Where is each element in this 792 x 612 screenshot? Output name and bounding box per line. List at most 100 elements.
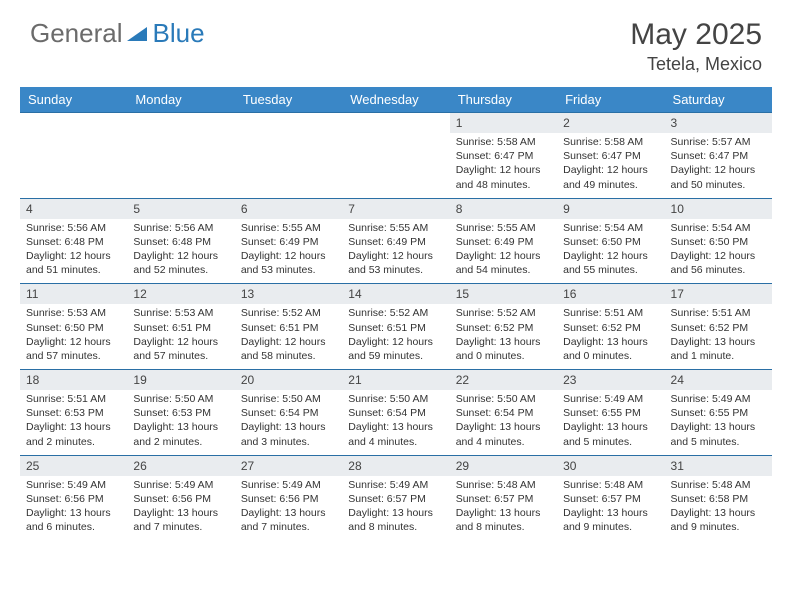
daylight-line-2: and 52 minutes. [133, 263, 228, 277]
day-number-cell: 21 [342, 370, 449, 391]
daylight-line-2: and 55 minutes. [563, 263, 658, 277]
daylight-line-2: and 50 minutes. [671, 178, 766, 192]
daylight-line-2: and 56 minutes. [671, 263, 766, 277]
sunrise-line: Sunrise: 5:55 AM [241, 221, 336, 235]
day-number-cell: 4 [20, 198, 127, 219]
sunrise-line: Sunrise: 5:53 AM [133, 306, 228, 320]
daylight-line-1: Daylight: 12 hours [456, 163, 551, 177]
daylight-line-1: Daylight: 12 hours [348, 335, 443, 349]
day-content-cell [20, 133, 127, 198]
sunset-line: Sunset: 6:55 PM [671, 406, 766, 420]
logo-triangle-icon [127, 25, 149, 43]
daylight-line-1: Daylight: 13 hours [241, 506, 336, 520]
day-number-row: 25262728293031 [20, 455, 772, 476]
day-number-cell: 22 [450, 370, 557, 391]
day-number-cell: 8 [450, 198, 557, 219]
daylight-line-1: Daylight: 12 hours [241, 249, 336, 263]
daylight-line-2: and 9 minutes. [671, 520, 766, 534]
day-number-row: 45678910 [20, 198, 772, 219]
sunset-line: Sunset: 6:56 PM [26, 492, 121, 506]
sunset-line: Sunset: 6:51 PM [133, 321, 228, 335]
day-content-cell: Sunrise: 5:50 AMSunset: 6:54 PMDaylight:… [342, 390, 449, 455]
sunset-line: Sunset: 6:53 PM [26, 406, 121, 420]
day-number-row: 18192021222324 [20, 370, 772, 391]
daylight-line-1: Daylight: 13 hours [563, 335, 658, 349]
sunrise-line: Sunrise: 5:54 AM [671, 221, 766, 235]
sunset-line: Sunset: 6:57 PM [456, 492, 551, 506]
sunset-line: Sunset: 6:50 PM [563, 235, 658, 249]
day-content-cell: Sunrise: 5:49 AMSunset: 6:56 PMDaylight:… [127, 476, 234, 541]
day-content-cell: Sunrise: 5:53 AMSunset: 6:50 PMDaylight:… [20, 304, 127, 369]
day-number-cell: 16 [557, 284, 664, 305]
daylight-line-1: Daylight: 13 hours [456, 420, 551, 434]
day-number-cell [127, 113, 234, 134]
logo: General Blue [30, 18, 205, 49]
day-content-cell: Sunrise: 5:50 AMSunset: 6:54 PMDaylight:… [235, 390, 342, 455]
day-content-cell: Sunrise: 5:53 AMSunset: 6:51 PMDaylight:… [127, 304, 234, 369]
daylight-line-2: and 5 minutes. [671, 435, 766, 449]
daylight-line-1: Daylight: 13 hours [348, 506, 443, 520]
day-content-cell: Sunrise: 5:58 AMSunset: 6:47 PMDaylight:… [557, 133, 664, 198]
daylight-line-1: Daylight: 12 hours [671, 249, 766, 263]
sunrise-line: Sunrise: 5:49 AM [348, 478, 443, 492]
sunrise-line: Sunrise: 5:58 AM [456, 135, 551, 149]
day-content-cell: Sunrise: 5:49 AMSunset: 6:57 PMDaylight:… [342, 476, 449, 541]
day-number-cell: 7 [342, 198, 449, 219]
daylight-line-1: Daylight: 12 hours [671, 163, 766, 177]
day-number-cell: 9 [557, 198, 664, 219]
day-content-cell: Sunrise: 5:58 AMSunset: 6:47 PMDaylight:… [450, 133, 557, 198]
sunrise-line: Sunrise: 5:51 AM [26, 392, 121, 406]
daylight-line-2: and 5 minutes. [563, 435, 658, 449]
daylight-line-2: and 4 minutes. [456, 435, 551, 449]
sunset-line: Sunset: 6:53 PM [133, 406, 228, 420]
day-number-cell: 11 [20, 284, 127, 305]
daylight-line-2: and 6 minutes. [26, 520, 121, 534]
day-of-week-row: SundayMondayTuesdayWednesdayThursdayFrid… [20, 87, 772, 113]
month-title: May 2025 [630, 18, 762, 52]
sunrise-line: Sunrise: 5:48 AM [671, 478, 766, 492]
day-content-cell: Sunrise: 5:48 AMSunset: 6:57 PMDaylight:… [557, 476, 664, 541]
day-content-row: Sunrise: 5:58 AMSunset: 6:47 PMDaylight:… [20, 133, 772, 198]
sunset-line: Sunset: 6:52 PM [563, 321, 658, 335]
daylight-line-2: and 0 minutes. [563, 349, 658, 363]
logo-text-a: General [30, 18, 123, 49]
daylight-line-1: Daylight: 13 hours [671, 506, 766, 520]
day-content-cell: Sunrise: 5:51 AMSunset: 6:52 PMDaylight:… [665, 304, 772, 369]
day-content-cell: Sunrise: 5:49 AMSunset: 6:55 PMDaylight:… [665, 390, 772, 455]
day-content-cell: Sunrise: 5:56 AMSunset: 6:48 PMDaylight:… [20, 219, 127, 284]
sunrise-line: Sunrise: 5:50 AM [456, 392, 551, 406]
sunset-line: Sunset: 6:58 PM [671, 492, 766, 506]
day-of-week-header: Monday [127, 87, 234, 113]
daylight-line-2: and 9 minutes. [563, 520, 658, 534]
daylight-line-2: and 3 minutes. [241, 435, 336, 449]
day-number-cell: 25 [20, 455, 127, 476]
daylight-line-2: and 7 minutes. [241, 520, 336, 534]
day-number-cell [235, 113, 342, 134]
sunset-line: Sunset: 6:49 PM [456, 235, 551, 249]
sunset-line: Sunset: 6:48 PM [133, 235, 228, 249]
sunrise-line: Sunrise: 5:48 AM [563, 478, 658, 492]
day-content-cell: Sunrise: 5:52 AMSunset: 6:52 PMDaylight:… [450, 304, 557, 369]
day-content-cell: Sunrise: 5:56 AMSunset: 6:48 PMDaylight:… [127, 219, 234, 284]
day-number-row: 11121314151617 [20, 284, 772, 305]
daylight-line-2: and 2 minutes. [133, 435, 228, 449]
day-content-cell: Sunrise: 5:50 AMSunset: 6:53 PMDaylight:… [127, 390, 234, 455]
daylight-line-2: and 7 minutes. [133, 520, 228, 534]
sunrise-line: Sunrise: 5:54 AM [563, 221, 658, 235]
daylight-line-2: and 0 minutes. [456, 349, 551, 363]
daylight-line-2: and 57 minutes. [133, 349, 228, 363]
day-number-cell: 13 [235, 284, 342, 305]
day-number-cell: 5 [127, 198, 234, 219]
daylight-line-1: Daylight: 13 hours [241, 420, 336, 434]
daylight-line-1: Daylight: 13 hours [671, 420, 766, 434]
day-number-row: 123 [20, 113, 772, 134]
daylight-line-2: and 54 minutes. [456, 263, 551, 277]
daylight-line-2: and 48 minutes. [456, 178, 551, 192]
sunrise-line: Sunrise: 5:51 AM [671, 306, 766, 320]
day-content-cell: Sunrise: 5:57 AMSunset: 6:47 PMDaylight:… [665, 133, 772, 198]
sunset-line: Sunset: 6:54 PM [456, 406, 551, 420]
day-content-cell: Sunrise: 5:51 AMSunset: 6:52 PMDaylight:… [557, 304, 664, 369]
day-of-week-header: Tuesday [235, 87, 342, 113]
sunset-line: Sunset: 6:54 PM [241, 406, 336, 420]
day-number-cell: 3 [665, 113, 772, 134]
